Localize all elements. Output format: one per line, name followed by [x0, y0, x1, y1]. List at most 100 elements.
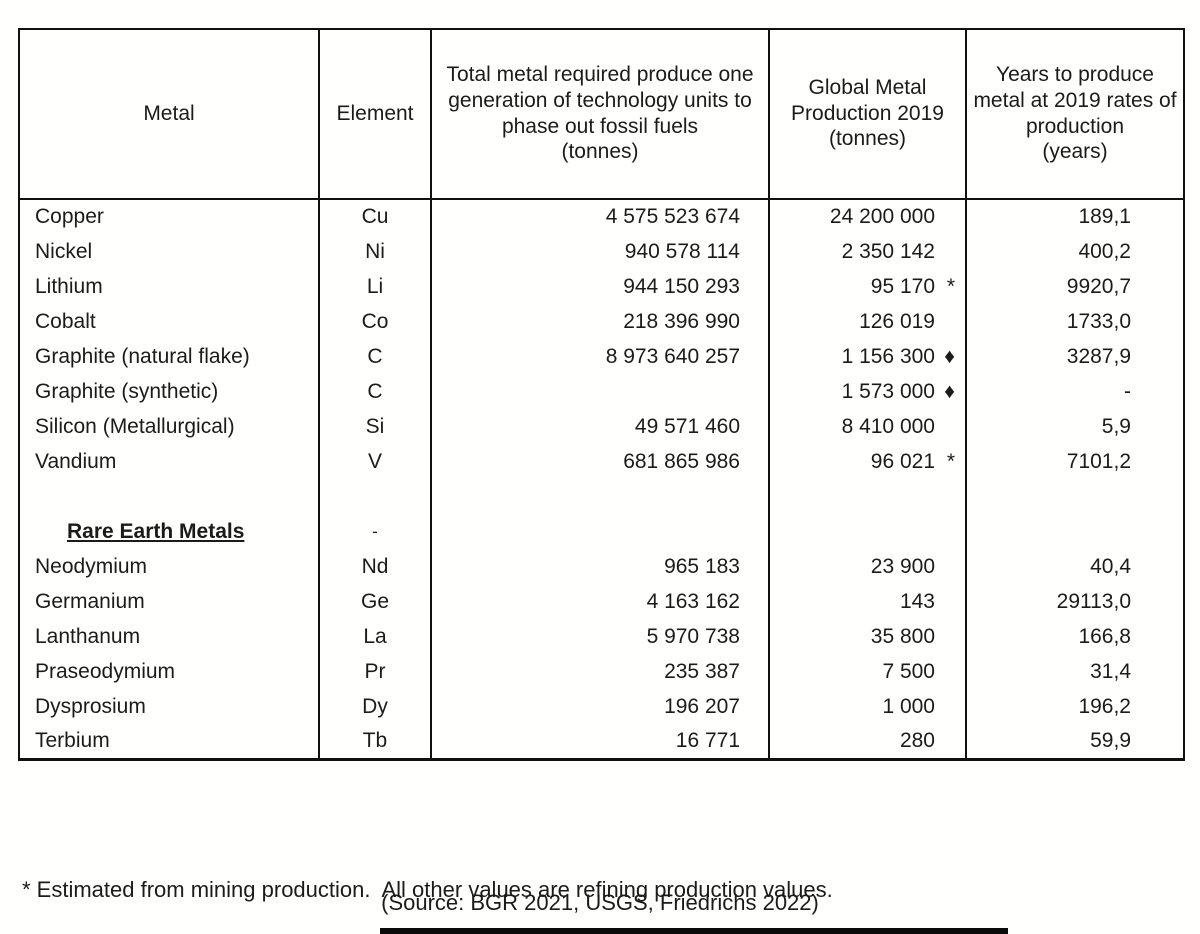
production-cell: 95 170 *: [768, 269, 967, 304]
element-cell: Tb: [318, 724, 432, 761]
metal-cell: Lithium: [18, 269, 320, 304]
production-cell: 2 350 142: [768, 234, 967, 269]
header-required-unit: (tonnes): [561, 140, 639, 164]
required-cell: 4 575 523 674: [430, 199, 770, 234]
years-cell: [965, 479, 1185, 514]
production-cell: 1 573 000 ♦: [768, 374, 967, 409]
metal-cell: Nickel: [18, 234, 320, 269]
metal-cell: Graphite (synthetic): [18, 374, 320, 409]
metal-cell: Vandium: [18, 444, 320, 479]
production-cell: 24 200 000: [768, 199, 967, 234]
required-cell: 235 387: [430, 654, 770, 689]
years-cell: 189,1: [965, 199, 1185, 234]
header-row: Metal Element Total metal required produ…: [18, 28, 1185, 200]
years-cell: 166,8: [965, 619, 1185, 654]
production-cell: 23 900: [768, 549, 967, 584]
table-body: Copper Cu 4 575 523 674 24 200 000 189,1 Nick…: [18, 199, 1185, 761]
spacer-row: [18, 479, 1185, 514]
section-row: Rare Earth Metals -: [18, 514, 1185, 549]
production-cell: [768, 479, 967, 514]
header-metal: Metal: [18, 28, 320, 200]
production-cell: 8 410 000: [768, 409, 967, 444]
header-production: Global Metal Production 2019 (tonnes): [768, 28, 967, 200]
asterisk-marker: *: [946, 449, 955, 473]
production-cell: [768, 514, 967, 549]
metals-table: Metal Element Total metal required produ…: [18, 28, 1185, 761]
metal-cell: Graphite (natural flake): [18, 339, 320, 374]
metal-cell: Praseodymium: [18, 654, 320, 689]
element-cell: Ni: [318, 234, 432, 269]
metal-cell: [18, 479, 320, 514]
header-production-label: Global Metal Production 2019: [791, 75, 944, 125]
footnote-asterisk: * Estimated from mining production. All …: [22, 877, 833, 902]
required-cell: 218 396 990: [430, 304, 770, 339]
required-cell: [430, 374, 770, 409]
table-row: Lanthanum La 5 970 738 35 800 166,8: [18, 619, 1185, 654]
bottom-bar: [380, 928, 1008, 934]
table-row: Vandium V 681 865 986 96 021 * 7101,2: [18, 444, 1185, 479]
years-cell: 5,9: [965, 409, 1185, 444]
header-production-unit: (tonnes): [828, 127, 907, 151]
table-row: Silicon (Metallurgical) Si 49 571 460 8 410…: [18, 409, 1185, 444]
element-cell: La: [318, 619, 432, 654]
header-years-label: Years to produce metal at 2019 rates of …: [973, 62, 1177, 139]
diamond-marker: ♦: [944, 344, 955, 368]
header-years: Years to produce metal at 2019 rates of …: [965, 28, 1185, 200]
metal-cell: Lanthanum: [18, 619, 320, 654]
production-cell: 1 000: [768, 689, 967, 724]
production-cell: 1 156 300 ♦: [768, 339, 967, 374]
table-header: Metal Element Total metal required produ…: [18, 28, 1185, 200]
element-cell: Co: [318, 304, 432, 339]
required-cell: 16 771: [430, 724, 770, 761]
footnotes: * Estimated from mining production. All …: [22, 782, 887, 934]
element-cell: Li: [318, 269, 432, 304]
required-cell: 196 207: [430, 689, 770, 724]
metal-cell: Dysprosium: [18, 689, 320, 724]
required-cell: 4 163 162: [430, 584, 770, 619]
years-cell: 59,9: [965, 724, 1185, 761]
table-row: Terbium Tb 16 771 280 59,9: [18, 724, 1185, 761]
required-cell: 681 865 986: [430, 444, 770, 479]
required-cell: 944 150 293: [430, 269, 770, 304]
element-cell: Cu: [318, 199, 432, 234]
element-cell: -: [318, 514, 432, 549]
metal-cell: Silicon (Metallurgical): [18, 409, 320, 444]
years-cell: 40,4: [965, 549, 1185, 584]
years-cell: 400,2: [965, 234, 1185, 269]
table-row: Germanium Ge 4 163 162 143 29113,0: [18, 584, 1185, 619]
production-cell: 126 019: [768, 304, 967, 339]
years-cell: 9920,7: [965, 269, 1185, 304]
table-row: Dysprosium Dy 196 207 1 000 196,2: [18, 689, 1185, 724]
source-line: (Source: BGR 2021, USGS, Friedrichs 2022…: [381, 890, 819, 915]
metal-cell: Cobalt: [18, 304, 320, 339]
header-element: Element: [318, 28, 432, 200]
table-row: Praseodymium Pr 235 387 7 500 31,4: [18, 654, 1185, 689]
header-years-unit: (years): [1042, 140, 1108, 164]
metal-cell: Germanium: [18, 584, 320, 619]
table-row: Nickel Ni 940 578 114 2 350 142 400,2: [18, 234, 1185, 269]
asterisk-marker: *: [946, 274, 955, 298]
table-row: Neodymium Nd 965 183 23 900 40,4: [18, 549, 1185, 584]
years-cell: 3287,9: [965, 339, 1185, 374]
element-cell: Nd: [318, 549, 432, 584]
element-cell: C: [318, 339, 432, 374]
metal-cell: Rare Earth Metals: [18, 514, 320, 549]
table-row: Graphite (natural flake) C 8 973 640 257 1 …: [18, 339, 1185, 374]
required-cell: [430, 514, 770, 549]
years-cell: 196,2: [965, 689, 1185, 724]
diamond-marker: ♦: [944, 379, 955, 403]
years-cell: -: [965, 374, 1185, 409]
element-cell: V: [318, 444, 432, 479]
table-row: Lithium Li 944 150 293 95 170 * 9920,7: [18, 269, 1185, 304]
years-cell: 29113,0: [965, 584, 1185, 619]
years-cell: 1733,0: [965, 304, 1185, 339]
required-cell: 5 970 738: [430, 619, 770, 654]
table-row: Graphite (synthetic) C 1 573 000 ♦ -: [18, 374, 1185, 409]
header-metal-label: Metal: [143, 101, 195, 125]
metal-cell: Copper: [18, 199, 320, 234]
element-cell: Pr: [318, 654, 432, 689]
production-cell: 35 800: [768, 619, 967, 654]
header-required-label: Total metal required produce one generat…: [446, 62, 754, 139]
required-cell: 940 578 114: [430, 234, 770, 269]
